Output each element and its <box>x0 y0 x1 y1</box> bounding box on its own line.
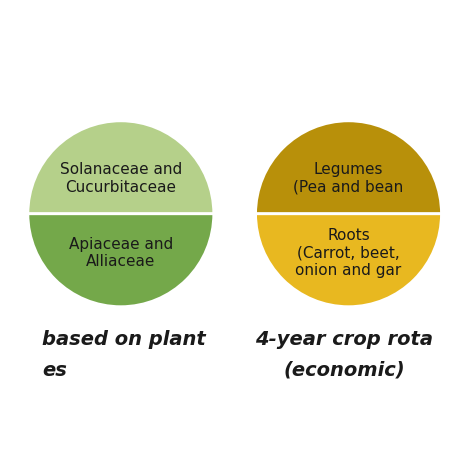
Text: based on plant: based on plant <box>42 330 206 349</box>
Text: Roots
(Carrot, beet,
onion and gar: Roots (Carrot, beet, onion and gar <box>295 228 401 278</box>
Wedge shape <box>255 214 441 307</box>
Text: Solanaceae and
Cucurbitaceae: Solanaceae and Cucurbitaceae <box>60 162 182 195</box>
Wedge shape <box>28 214 214 307</box>
Wedge shape <box>255 121 441 214</box>
Text: es: es <box>42 361 67 380</box>
Text: (economic): (economic) <box>283 361 405 380</box>
Text: Apiaceae and
Alliaceae: Apiaceae and Alliaceae <box>69 237 173 269</box>
Wedge shape <box>28 121 214 214</box>
Text: Legumes
(Pea and bean: Legumes (Pea and bean <box>293 162 404 195</box>
Text: 4-year crop rota: 4-year crop rota <box>255 330 433 349</box>
